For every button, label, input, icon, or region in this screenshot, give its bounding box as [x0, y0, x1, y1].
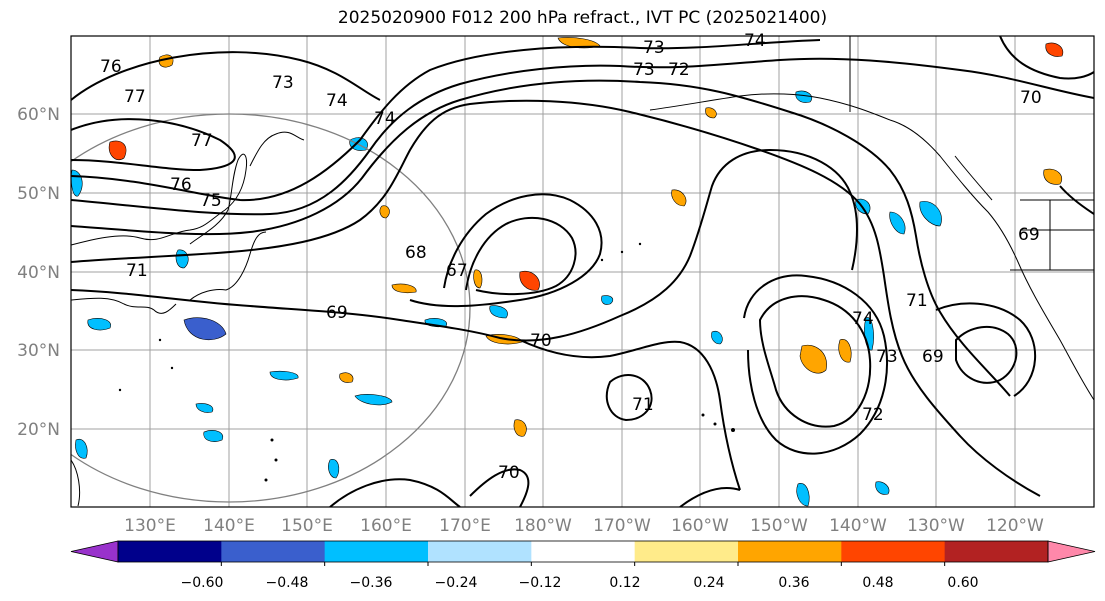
lat-tick-label: 40°N [17, 263, 60, 283]
lon-tick-label: 160°E [360, 516, 412, 536]
lon-tick-label: 130°W [907, 516, 965, 536]
colorbar-extend-min [70, 540, 119, 563]
colorbar-tick-label: −0.36 [350, 575, 393, 591]
colorbar-segment [118, 541, 222, 562]
contour-label: 70 [498, 463, 520, 483]
colorbar-tick-label: 0.12 [609, 575, 640, 591]
colorbar-tick-label: −0.24 [435, 575, 478, 591]
latitude-ticks: 60°N 50°N 40°N 30°N 20°N [17, 105, 60, 440]
colorbar-tick-label: 0.36 [778, 575, 809, 591]
contour-label: 69 [326, 303, 348, 323]
longitude-ticks: 130°E 140°E 150°E 160°E 170°E 180°W 170°… [124, 516, 1044, 536]
contour-label: 73 [643, 38, 665, 58]
colorbar-frame [117, 540, 1049, 563]
colorbar-tick-label: 0.24 [693, 575, 724, 591]
contour-label: 68 [405, 243, 427, 263]
colorbar-segment [738, 541, 842, 562]
contour-labels: 73 74 73 72 70 77 73 74 74 77 76 75 71 6… [100, 31, 1042, 483]
lon-tick-label: 140°E [203, 516, 255, 536]
contour-label: 71 [906, 291, 928, 311]
contour-label: 76 [170, 175, 192, 195]
contour-label: 75 [200, 191, 222, 211]
lon-tick-label: 120°W [986, 516, 1044, 536]
lon-tick-label: 160°W [671, 516, 729, 536]
colorbar-tick-label: 0.60 [947, 575, 978, 591]
contour-label: 73 [876, 347, 898, 367]
contour-label: 74 [374, 109, 396, 129]
lon-tick-label: 180°W [514, 516, 572, 536]
lat-tick-label: 50°N [17, 184, 60, 204]
lon-tick-label: 130°E [124, 516, 176, 536]
colorbar-segment [634, 541, 739, 562]
contour-label: 74 [326, 91, 348, 111]
lat-tick-label: 20°N [17, 420, 60, 440]
contour-label: 69 [922, 347, 944, 367]
ivt-anomaly-patches [71, 37, 1064, 507]
refractivity-contours [71, 36, 1094, 507]
colorbar [70, 540, 1096, 566]
colorbar-extend-max [1047, 540, 1096, 563]
colorbar-tick-label: 0.48 [862, 575, 893, 591]
contour-label: 73 [633, 60, 655, 80]
graticule [71, 36, 1094, 507]
colorbar-ticks: −0.60 −0.48 −0.36 −0.24 −0.12 0.12 0.24 … [181, 575, 979, 591]
contour-label: 74 [852, 309, 874, 329]
lat-tick-label: 30°N [17, 341, 60, 361]
colorbar-segment [221, 541, 326, 562]
contour-label: 71 [126, 261, 148, 281]
coastlines [71, 36, 1094, 507]
contour-label: 72 [668, 60, 690, 80]
colorbar-segment [428, 541, 532, 562]
lon-tick-label: 170°W [593, 516, 651, 536]
radius-circle [71, 113, 471, 503]
colorbar-segment [841, 541, 946, 562]
contour-label: 73 [272, 73, 294, 93]
contour-label: 70 [530, 331, 552, 351]
colorbar-tick-label: −0.48 [266, 575, 309, 591]
colorbar-segment [944, 541, 1049, 562]
contour-label: 76 [100, 57, 122, 77]
contour-label: 77 [191, 131, 213, 151]
lon-tick-label: 150°W [750, 516, 808, 536]
lon-tick-label: 150°E [281, 516, 333, 536]
contour-label: 70 [1020, 88, 1042, 108]
map-title: 2025020900 F012 200 hPa refract., IVT PC… [337, 8, 828, 28]
contour-label: 72 [862, 405, 884, 425]
colorbar-tick-label: −0.60 [181, 575, 224, 591]
contour-label: 69 [1018, 225, 1040, 245]
lat-tick-label: 60°N [17, 105, 60, 125]
map-frame [70, 35, 1095, 508]
islands [118, 242, 735, 482]
colorbar-segment [531, 541, 636, 562]
colorbar-segment [324, 541, 429, 562]
contour-label: 67 [446, 261, 468, 281]
colorbar-tick-label: −0.12 [519, 575, 562, 591]
contour-label: 77 [124, 87, 146, 107]
contour-label: 74 [744, 31, 766, 51]
lon-tick-label: 140°W [829, 516, 887, 536]
contour-label: 71 [632, 395, 654, 415]
lon-tick-label: 170°E [439, 516, 491, 536]
